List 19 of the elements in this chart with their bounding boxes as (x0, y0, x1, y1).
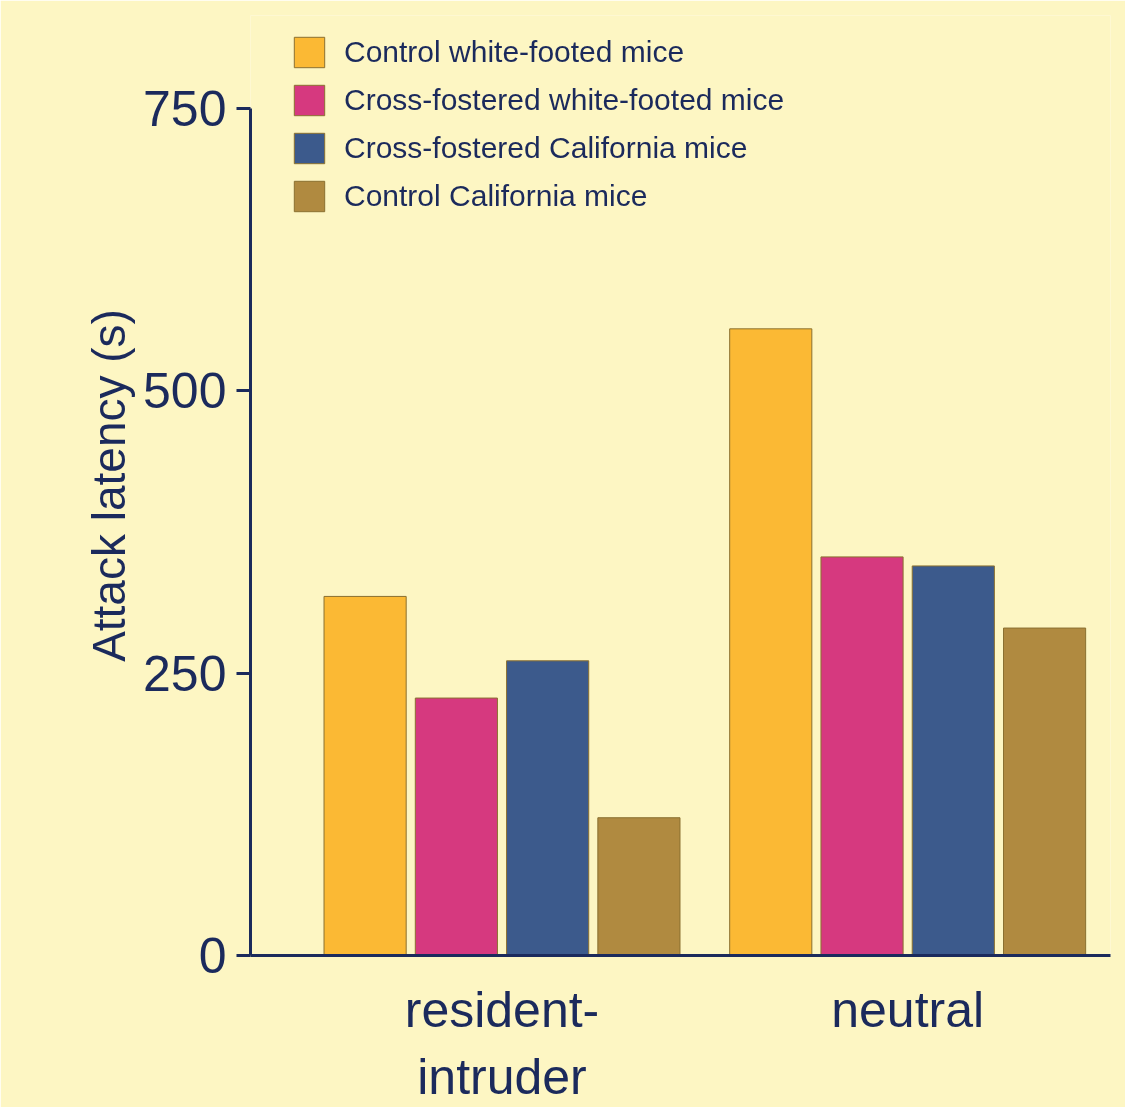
x-tick-label: neutral (831, 981, 985, 1038)
legend-label: Control California mice (344, 179, 648, 213)
bar (729, 328, 813, 956)
bar (323, 595, 407, 956)
bar (820, 556, 904, 956)
bar (1003, 627, 1087, 956)
legend-label: Cross-fostered California mice (344, 131, 748, 165)
bar (911, 565, 995, 956)
bar (597, 817, 681, 956)
bar (506, 660, 590, 956)
y-tick-label: 500 (143, 363, 227, 420)
y-tick-label: 750 (143, 81, 227, 138)
x-tick-label: resident- intruder (404, 981, 600, 1105)
y-tick-label: 0 (198, 928, 227, 984)
bar (414, 697, 498, 956)
legend-label: Cross-fostered white-footed mice (344, 83, 785, 117)
y-tick-label: 250 (143, 645, 227, 702)
y-axis-title: Attack latency (s) (83, 309, 136, 662)
legend-label: Control white-footed mice (344, 35, 685, 69)
